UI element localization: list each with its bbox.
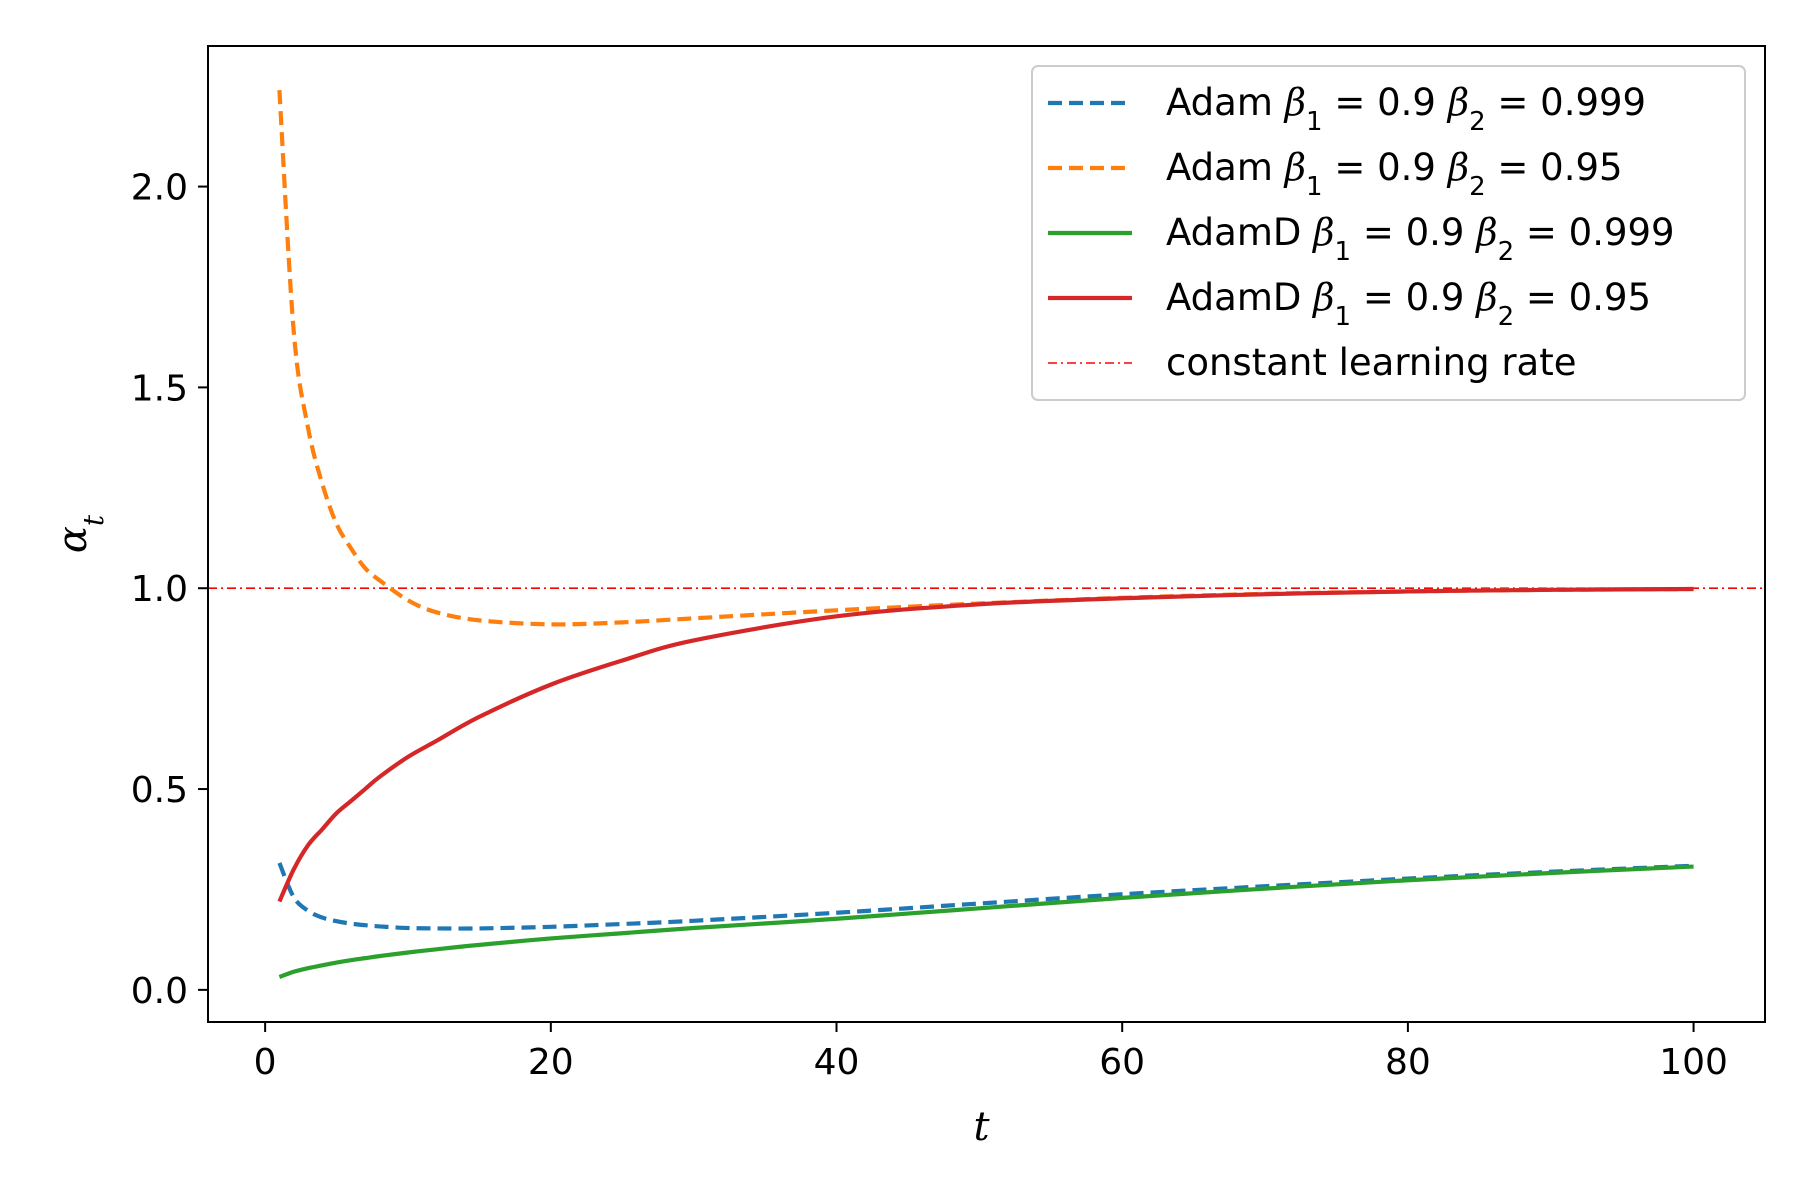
x-tick-label: 60 [1099,1042,1145,1083]
y-tick-label: 1.0 [131,569,188,610]
legend-entry-reference: constant learning rate [1048,341,1576,384]
plot-frame [207,45,1766,1023]
legend-label: AdamD β1 = 0.9 β2 = 0.999 [1166,211,1675,267]
series-line-4 [277,586,1694,903]
legend-entry-4: AdamD β1 = 0.9 β2 = 0.95 [1048,276,1651,332]
y-tick-label: 0.0 [131,971,188,1012]
legend-label: constant learning rate [1166,341,1576,384]
y-tick-label: 0.5 [131,770,188,811]
legend-box [1031,65,1746,401]
legend: Adam β1 = 0.9 β2 = 0.999 Adam β1 = 0.9 β2… [1031,65,1746,401]
plot-area [208,90,1765,979]
y-tick-label: 1.5 [131,368,188,409]
legend-entry-2: Adam β1 = 0.9 β2 = 0.95 [1048,146,1623,202]
x-tick-label: 0 [254,1042,277,1083]
x-axis-label: t [973,1104,990,1150]
x-tick-label: 40 [814,1042,860,1083]
legend-entry-3: AdamD β1 = 0.9 β2 = 0.999 [1048,211,1675,267]
legend-label: Adam β1 = 0.9 β2 = 0.999 [1166,81,1646,137]
x-tick-label: 100 [1659,1042,1728,1083]
x-tick-label: 20 [528,1042,574,1083]
legend-label: AdamD β1 = 0.9 β2 = 0.95 [1166,276,1651,332]
legend-entry-1: Adam β1 = 0.9 β2 = 0.999 [1048,81,1646,137]
legend-label: Adam β1 = 0.9 β2 = 0.95 [1166,146,1623,202]
y-axis-label: αt [50,514,110,553]
axes: 0 20 40 60 80 100 0.0 0.5 1.0 1.5 2.0 t αt [50,45,1766,1150]
series-line-1 [277,862,1694,931]
x-tick-label: 80 [1385,1042,1431,1083]
y-tick-label: 2.0 [131,168,188,209]
series-line-3 [278,864,1694,979]
